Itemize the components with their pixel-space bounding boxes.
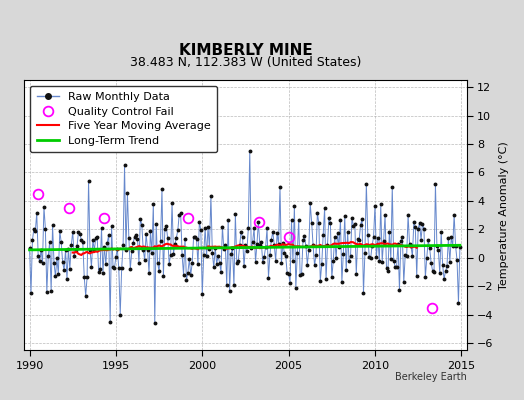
Y-axis label: Temperature Anomaly (°C): Temperature Anomaly (°C) xyxy=(499,141,509,290)
Text: 38.483 N, 112.383 W (United States): 38.483 N, 112.383 W (United States) xyxy=(130,56,361,69)
Text: Berkeley Earth: Berkeley Earth xyxy=(395,372,466,382)
Legend: Raw Monthly Data, Quality Control Fail, Five Year Moving Average, Long-Term Tren: Raw Monthly Data, Quality Control Fail, … xyxy=(30,86,217,152)
Title: KIMBERLY MINE: KIMBERLY MINE xyxy=(179,43,312,58)
